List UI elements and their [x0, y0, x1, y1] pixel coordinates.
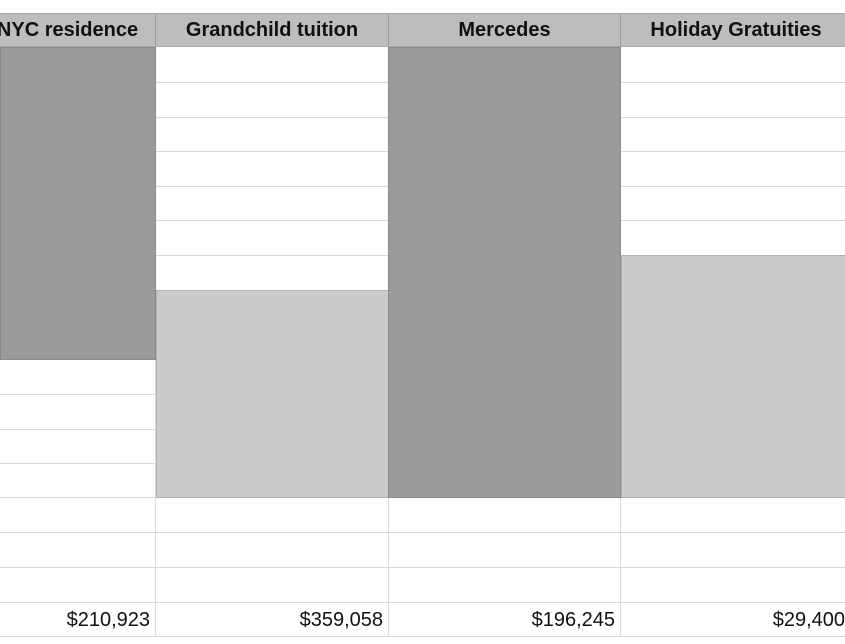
- column-header-nyc-residence[interactable]: NYC residence: [0, 14, 156, 46]
- total-cell-nyc-residence[interactable]: $210,923: [66, 609, 150, 631]
- grandchild-tuition-shaded-block: [156, 290, 389, 498]
- row-divider: [0, 532, 845, 533]
- mercedes-shaded-block: [388, 47, 621, 498]
- total-cell-holiday-gratuities[interactable]: $29,400: [772, 609, 845, 631]
- header-row: NYC residence Grandchild tuition Mercede…: [0, 13, 845, 47]
- total-cell-grandchild-tuition[interactable]: $359,058: [299, 609, 383, 631]
- holiday-gratuities-shaded-block: [621, 255, 845, 498]
- column-header-grandchild-tuition[interactable]: Grandchild tuition: [156, 14, 389, 46]
- row-divider: [0, 602, 845, 603]
- nyc-residence-shaded-block: [0, 47, 156, 360]
- total-cell-mercedes[interactable]: $196,245: [531, 609, 615, 631]
- row-divider: [0, 636, 845, 637]
- column-header-mercedes[interactable]: Mercedes: [389, 14, 621, 46]
- column-header-holiday-gratuities[interactable]: Holiday Gratuities: [650, 19, 822, 41]
- row-divider: [0, 567, 845, 568]
